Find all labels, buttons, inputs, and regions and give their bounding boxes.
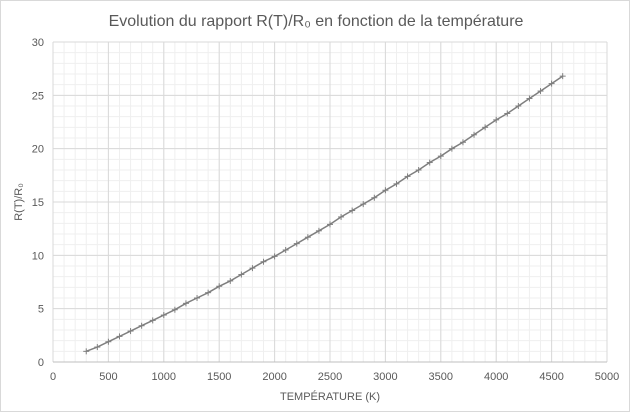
data-point [471, 131, 478, 138]
data-point [260, 258, 267, 265]
data-point [537, 88, 544, 95]
chart-title: Evolution du rapport R(T)/R₀ en fonction… [109, 13, 524, 30]
x-tick-label: 0 [50, 371, 56, 383]
x-tick-labels: 0 500 1000 1500 2000 2500 3000 3500 4000 4500 5000 [50, 371, 619, 383]
data-point [160, 312, 167, 319]
x-tick-label: 4500 [539, 371, 563, 383]
x-tick-label: 3500 [429, 371, 453, 383]
y-axis-label: R(T)/R₀ [13, 183, 25, 221]
y-tick-label: 5 [38, 304, 44, 316]
data-point [227, 277, 234, 284]
data-point [205, 289, 212, 296]
data-point [426, 159, 433, 166]
grid [52, 41, 608, 363]
data-point [404, 173, 411, 180]
data-point [83, 348, 90, 355]
data-point [304, 234, 311, 241]
data-point [393, 180, 400, 187]
y-tick-label: 0 [38, 357, 44, 369]
data-point [437, 153, 444, 160]
data-point [94, 344, 101, 351]
x-tick-label: 2000 [262, 371, 286, 383]
series [83, 73, 566, 355]
x-tick-label: 3000 [373, 371, 397, 383]
y-tick-label: 15 [32, 197, 44, 209]
data-point [315, 227, 322, 234]
series-line [85, 75, 564, 353]
data-point [282, 247, 289, 253]
data-point [382, 187, 389, 194]
y-tick-label: 10 [32, 250, 44, 262]
data-point [493, 116, 500, 123]
data-point [504, 110, 511, 117]
x-tick-label: 1000 [152, 371, 176, 383]
data-point [448, 145, 455, 152]
data-point [271, 253, 278, 260]
data-point [138, 322, 145, 329]
x-tick-label: 5000 [595, 371, 619, 383]
data-point [338, 213, 345, 220]
data-point [238, 271, 245, 278]
data-point [415, 167, 422, 173]
data-point [149, 317, 156, 324]
data-point [194, 295, 201, 301]
data-point [349, 207, 356, 214]
x-tick-label: 4000 [484, 371, 508, 383]
data-point [116, 333, 123, 340]
data-point [216, 283, 223, 290]
data-point [127, 328, 134, 335]
data-point [515, 103, 522, 109]
x-axis-label: TEMPÉRATURE (K) [280, 390, 380, 403]
data-point [293, 240, 300, 247]
data-point [559, 73, 566, 80]
data-point [482, 124, 489, 131]
x-tick-label: 2500 [318, 371, 342, 383]
data-point [526, 95, 533, 102]
data-point [327, 221, 333, 228]
data-point [105, 338, 112, 345]
x-tick-label: 500 [99, 371, 117, 383]
y-tick-label: 30 [32, 37, 44, 49]
data-point [182, 300, 189, 307]
data-point [459, 139, 466, 146]
y-tick-labels: 0 5 10 15 20 25 30 [32, 37, 44, 369]
data-point [171, 306, 178, 313]
y-tick-label: 20 [32, 144, 44, 156]
data-point [360, 201, 367, 208]
y-tick-label: 25 [32, 90, 44, 102]
data-point [548, 80, 555, 87]
x-tick-label: 1500 [207, 371, 231, 383]
data-point [249, 265, 256, 272]
data-point [371, 194, 378, 201]
